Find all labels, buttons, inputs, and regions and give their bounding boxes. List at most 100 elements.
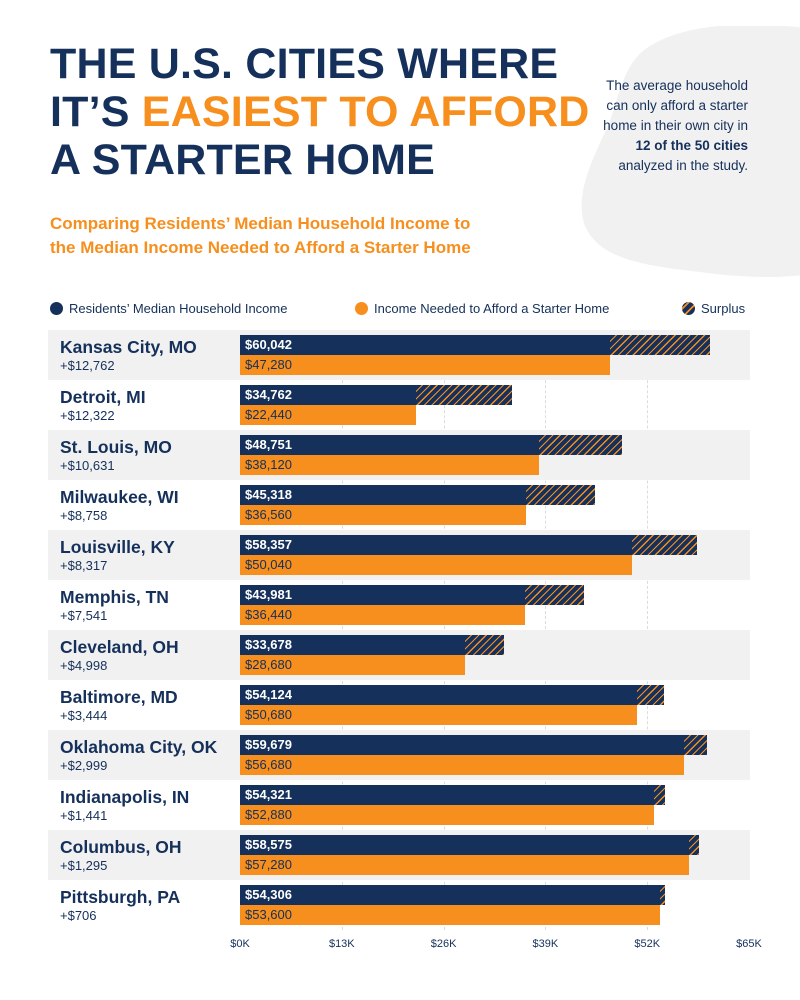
surplus-amount: +$1,441 xyxy=(60,808,108,823)
needed-value: $50,680 xyxy=(245,707,292,722)
surplus-bar xyxy=(464,635,504,655)
needed-bar: $47,280 xyxy=(240,355,611,375)
surplus-amount: +$2,999 xyxy=(60,758,108,773)
needed-value: $47,280 xyxy=(245,357,292,372)
needed-bar: $57,280 xyxy=(240,855,689,875)
title-highlight: EASIEST TO AFFORD xyxy=(141,88,590,136)
legend-item-income: Residents’ Median Household Income xyxy=(50,301,287,316)
needed-value: $50,040 xyxy=(245,557,292,572)
title-line-2-prefix: IT’S xyxy=(50,88,142,136)
axis-tick-label: $13K xyxy=(328,938,355,950)
surplus-amount: +$1,295 xyxy=(60,858,108,873)
income-bar: $45,318 xyxy=(240,485,527,505)
city-name: Indianapolis, IN xyxy=(60,787,190,807)
navy-dot-icon xyxy=(50,302,63,315)
legend-label-needed: Income Needed to Afford a Starter Home xyxy=(374,301,610,316)
income-bar: $54,321 xyxy=(240,785,655,805)
needed-bar: $36,440 xyxy=(240,605,526,625)
surplus-amount: +$12,762 xyxy=(60,358,115,373)
chart-row: Cleveland, OH +$4,998 $33,678 $28,680 xyxy=(48,630,750,680)
surplus-bar xyxy=(538,435,622,455)
surplus-bar xyxy=(688,835,699,855)
city-name: Kansas City, MO xyxy=(60,337,197,357)
income-value: $60,042 xyxy=(245,337,292,352)
income-value: $54,306 xyxy=(245,887,292,902)
needed-value: $22,440 xyxy=(245,407,292,422)
legend-label-income: Residents’ Median Household Income xyxy=(69,301,288,316)
city-name: Memphis, TN xyxy=(60,587,169,607)
income-value: $33,678 xyxy=(245,637,292,652)
income-value: $54,321 xyxy=(245,787,292,802)
x-axis: $0K $13K $26K $39K $52K $65K xyxy=(0,938,800,954)
callout-blob-shape xyxy=(581,26,800,278)
income-bar: $48,751 xyxy=(240,435,539,455)
needed-value: $57,280 xyxy=(245,857,292,872)
needed-bar: $36,560 xyxy=(240,505,527,525)
legend: Residents’ Median Household Income Incom… xyxy=(50,301,750,319)
income-value: $58,575 xyxy=(245,837,292,852)
surplus-amount: +$10,631 xyxy=(60,458,115,473)
chart-row: Milwaukee, WI +$8,758 $45,318 $36,560 xyxy=(48,480,750,530)
callout-text-bold: 12 of the 50 cities xyxy=(635,138,748,153)
surplus-amount: +$8,758 xyxy=(60,508,108,523)
surplus-amount: +$12,322 xyxy=(60,408,115,423)
axis-tick-label: $0K xyxy=(230,938,250,950)
income-bar: $54,306 xyxy=(240,885,660,905)
needed-value: $53,600 xyxy=(245,907,292,922)
city-name: Baltimore, MD xyxy=(60,687,178,707)
income-value: $54,124 xyxy=(245,687,292,702)
needed-bar: $50,680 xyxy=(240,705,637,725)
surplus-bar xyxy=(659,885,666,905)
needed-bar: $52,880 xyxy=(240,805,655,825)
surplus-bar xyxy=(610,335,711,355)
legend-label-surplus: Surplus xyxy=(701,301,746,316)
needed-bar: $53,600 xyxy=(240,905,660,925)
surplus-bar xyxy=(631,535,697,555)
needed-bar: $38,120 xyxy=(240,455,539,475)
income-value: $45,318 xyxy=(245,487,292,502)
city-name: St. Louis, MO xyxy=(60,437,172,457)
chart-row: Memphis, TN +$7,541 $43,981 $36,440 xyxy=(48,580,750,630)
income-bar: $58,575 xyxy=(240,835,689,855)
surplus-bar xyxy=(654,785,666,805)
surplus-bar xyxy=(525,585,585,605)
income-bar: $59,679 xyxy=(240,735,684,755)
chart-row: Columbus, OH +$1,295 $58,575 $57,280 xyxy=(48,830,750,880)
city-name: Columbus, OH xyxy=(60,837,182,857)
surplus-amount: +$4,998 xyxy=(60,658,108,673)
callout-text-pre: The average household can only afford a … xyxy=(603,78,748,133)
surplus-bar xyxy=(415,385,513,405)
axis-tick-label: $39K xyxy=(532,938,559,950)
surplus-amount: +$3,444 xyxy=(60,708,108,723)
chart-row: St. Louis, MO +$10,631 $48,751 $38,120 xyxy=(48,430,750,480)
income-value: $58,357 xyxy=(245,537,292,552)
callout-text-post: analyzed in the study. xyxy=(618,158,748,173)
needed-value: $28,680 xyxy=(245,657,292,672)
orange-dot-icon xyxy=(355,302,368,315)
city-name: Milwaukee, WI xyxy=(60,487,179,507)
axis-tick-label: $26K xyxy=(430,938,457,950)
surplus-bar xyxy=(636,685,664,705)
surplus-bar xyxy=(526,485,595,505)
chart-row: Detroit, MI +$12,322 $34,762 $22,440 xyxy=(48,380,750,430)
income-bar: $54,124 xyxy=(240,685,637,705)
city-name: Pittsburgh, PA xyxy=(60,887,181,907)
needed-bar: $28,680 xyxy=(240,655,465,675)
income-value: $43,981 xyxy=(245,587,292,602)
surplus-amount: +$7,541 xyxy=(60,608,108,623)
hatched-dot-icon xyxy=(682,302,695,315)
city-name: Louisville, KY xyxy=(60,537,175,557)
income-bar: $34,762 xyxy=(240,385,416,405)
needed-bar: $50,040 xyxy=(240,555,632,575)
income-bar: $58,357 xyxy=(240,535,632,555)
surplus-bar xyxy=(683,735,708,755)
subtitle-line-1: Comparing Residents’ Median Household In… xyxy=(50,214,471,233)
income-value: $48,751 xyxy=(245,437,292,452)
income-bar: $43,981 xyxy=(240,585,526,605)
page-title: THE U.S. CITIES WHERE IT’S EASIEST TO AF… xyxy=(50,40,590,184)
surplus-amount: +$706 xyxy=(60,908,97,923)
city-name: Oklahoma City, OK xyxy=(60,737,218,757)
subtitle: Comparing Residents’ Median Household In… xyxy=(50,212,570,260)
bar-chart: Kansas City, MO +$12,762 $60,042 $47,280 Det… xyxy=(48,330,750,930)
legend-item-needed: Income Needed to Afford a Starter Home xyxy=(355,301,609,316)
